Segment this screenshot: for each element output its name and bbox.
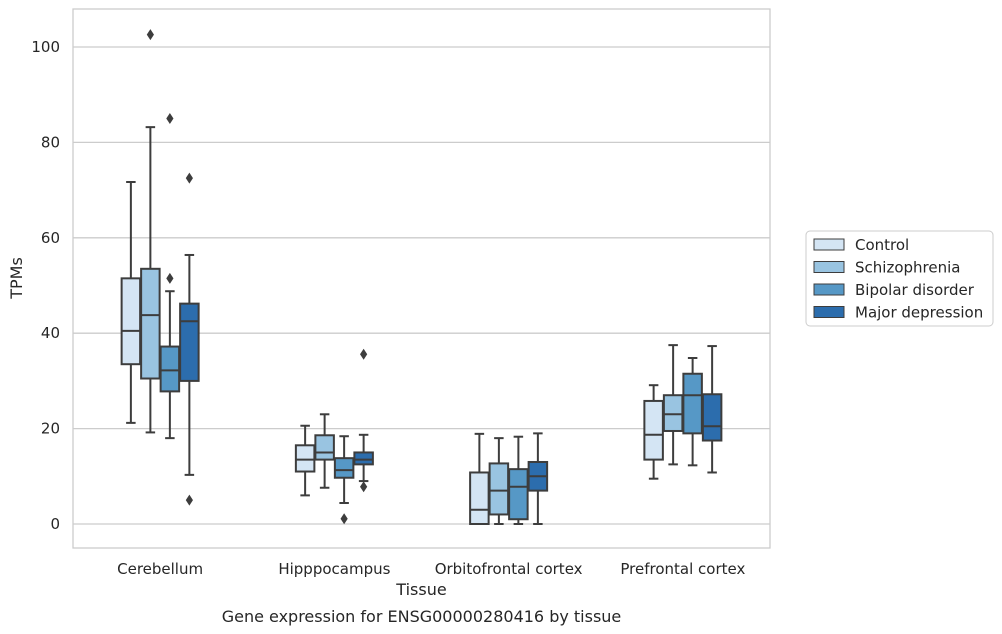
x-tick-label: Cerebellum bbox=[117, 560, 203, 578]
legend-swatch bbox=[813, 261, 845, 273]
box-iqr bbox=[294, 444, 316, 473]
outlier-point bbox=[340, 513, 348, 525]
x-axis-ticks: Cerebellum Hipppocampus Orbitofrontal cort… bbox=[117, 560, 745, 578]
legend-label: Bipolar disorder bbox=[855, 281, 975, 299]
box-iqr bbox=[508, 468, 529, 521]
box-bipolar-disorder bbox=[333, 435, 355, 525]
box-iqr bbox=[120, 277, 142, 366]
box-iqr bbox=[643, 399, 664, 461]
box-iqr bbox=[701, 393, 723, 442]
y-tick-label: 20 bbox=[41, 420, 60, 438]
outlier-point bbox=[166, 113, 174, 125]
box-major-depression bbox=[701, 345, 723, 474]
box-iqr bbox=[662, 394, 684, 432]
box-iqr bbox=[314, 434, 335, 461]
x-tick-label: Prefrontal cortex bbox=[620, 560, 745, 578]
box-schizophrenia bbox=[662, 344, 684, 466]
legend-frame bbox=[805, 230, 994, 327]
legend-label: Control bbox=[855, 236, 909, 254]
y-axis-title: TPMs bbox=[7, 257, 26, 300]
box-control bbox=[120, 180, 142, 424]
y-tick-label: 60 bbox=[41, 229, 60, 247]
box-bipolar-disorder bbox=[508, 435, 529, 525]
plot-frame bbox=[72, 8, 771, 549]
legend-swatch bbox=[813, 306, 845, 318]
box-iqr bbox=[140, 267, 161, 380]
box-control bbox=[469, 432, 490, 526]
outlier-point bbox=[166, 272, 174, 284]
outlier-point bbox=[360, 348, 368, 360]
box-schizophrenia bbox=[314, 413, 335, 489]
chart-caption: Gene expression for ENSG00000280416 by t… bbox=[222, 607, 622, 626]
box-iqr bbox=[682, 372, 703, 435]
x-axis-title: Tissue bbox=[395, 580, 446, 599]
y-axis-ticks: 0 20 40 60 80 100 bbox=[31, 38, 60, 533]
y-tick-label: 80 bbox=[41, 133, 60, 151]
x-tick-label: Hipppocampus bbox=[278, 560, 390, 578]
legend: Control Schizophrenia Bipolar disorder Majo… bbox=[805, 230, 994, 327]
box-iqr bbox=[179, 302, 200, 382]
boxes bbox=[120, 29, 723, 526]
box-iqr bbox=[159, 345, 181, 393]
box-bipolar-disorder bbox=[159, 113, 181, 440]
legend-swatch bbox=[813, 283, 845, 296]
box-major-depression bbox=[179, 172, 200, 506]
box-major-depression bbox=[353, 348, 374, 493]
box-iqr bbox=[353, 451, 374, 466]
legend-label: Schizophrenia bbox=[855, 259, 960, 277]
legend-label: Major depression bbox=[855, 304, 983, 322]
box-iqr bbox=[469, 471, 490, 526]
outlier-point bbox=[185, 172, 193, 184]
legend-swatch bbox=[813, 238, 845, 251]
box-major-depression bbox=[527, 432, 549, 525]
outlier-point bbox=[360, 481, 368, 493]
box-iqr bbox=[333, 457, 355, 479]
box-control bbox=[294, 424, 316, 497]
box-schizophrenia bbox=[140, 29, 161, 434]
outlier-point bbox=[185, 494, 193, 506]
box-iqr bbox=[488, 462, 510, 516]
y-tick-label: 100 bbox=[31, 38, 60, 56]
y-tick-label: 40 bbox=[41, 324, 60, 342]
x-tick-label: Orbitofrontal cortex bbox=[435, 560, 583, 578]
y-tick-label: 0 bbox=[50, 515, 60, 533]
box-bipolar-disorder bbox=[682, 357, 703, 467]
outlier-point bbox=[146, 29, 154, 41]
